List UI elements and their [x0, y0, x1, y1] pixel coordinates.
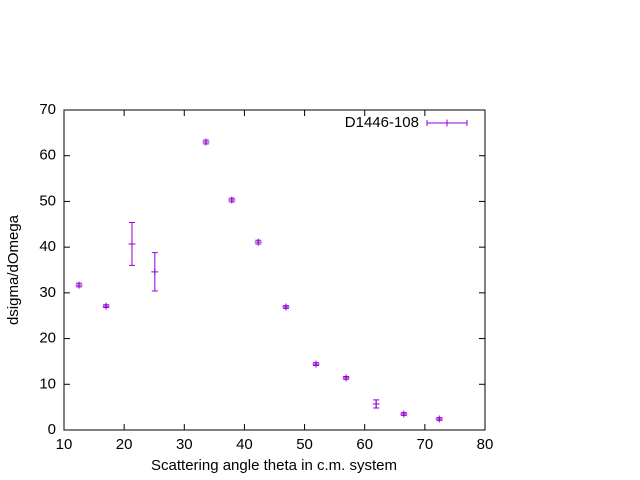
- legend-swatch: [426, 119, 468, 127]
- data-point: [128, 240, 136, 248]
- y-axis-label: dsigma/dOmega: [5, 214, 22, 325]
- data-point: [400, 410, 408, 418]
- data-point: [202, 138, 210, 146]
- x-tick-label: 10: [56, 436, 73, 453]
- y-tick-label: 30: [39, 284, 56, 301]
- legend-label: D1446-108: [345, 114, 419, 131]
- data-point: [435, 415, 443, 423]
- data-point: [372, 400, 380, 408]
- x-tick-label: 50: [296, 436, 313, 453]
- x-tick-label: 80: [477, 436, 494, 453]
- data-point: [342, 374, 350, 382]
- x-tick-label: 20: [116, 436, 133, 453]
- y-tick-label: 0: [48, 421, 56, 438]
- plot-frame: [63, 109, 486, 431]
- y-tick-label: 70: [39, 101, 56, 118]
- data-point: [75, 281, 83, 289]
- y-tick-label: 60: [39, 147, 56, 164]
- x-tick-label: 30: [176, 436, 193, 453]
- y-tick-label: 20: [39, 330, 56, 347]
- x-axis-label: Scattering angle theta in c.m. system: [151, 457, 397, 474]
- data-point: [151, 268, 159, 276]
- x-tick-label: 70: [417, 436, 434, 453]
- y-tick-label: 10: [39, 375, 56, 392]
- x-tick-label: 60: [356, 436, 373, 453]
- data-point: [228, 196, 236, 204]
- data-point: [102, 302, 110, 310]
- data-point: [282, 303, 290, 311]
- y-tick-label: 40: [39, 238, 56, 255]
- y-tick-label: 50: [39, 192, 56, 209]
- data-point: [254, 238, 262, 246]
- data-point: [312, 360, 320, 368]
- x-tick-label: 40: [236, 436, 253, 453]
